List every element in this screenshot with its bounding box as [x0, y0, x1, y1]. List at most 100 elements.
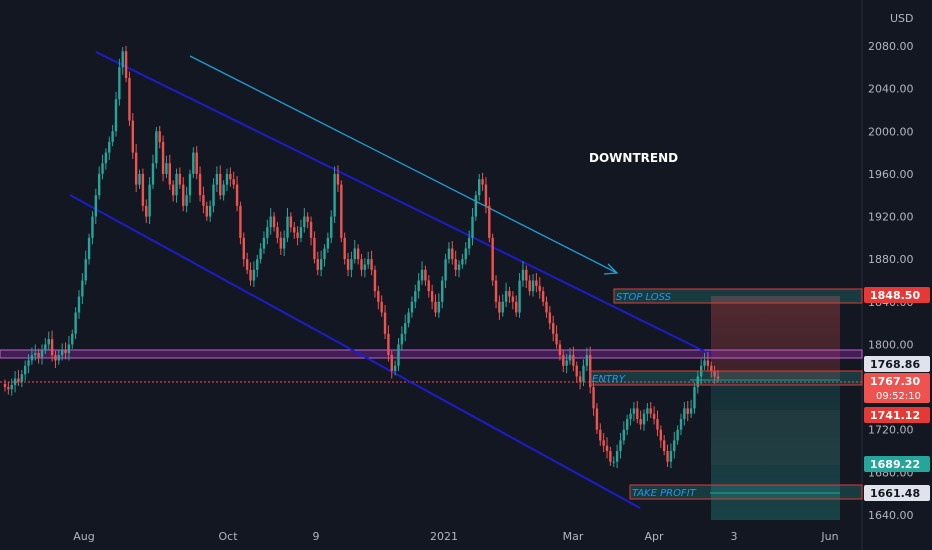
- candle: [343, 232, 346, 265]
- candle: [676, 425, 679, 445]
- candle: [625, 414, 629, 436]
- candle: [659, 425, 663, 448]
- candle: [175, 168, 178, 203]
- candle: [528, 275, 531, 296]
- stop-loss-label: STOP LOSS: [616, 292, 672, 303]
- price-label-current: 1767.30 09:52:10: [864, 373, 930, 403]
- candle: [192, 147, 195, 179]
- candle: [145, 199, 148, 223]
- stop-loss-box[interactable]: STOP LOSS: [613, 288, 863, 304]
- candle: [74, 307, 77, 340]
- support-band[interactable]: [0, 349, 863, 359]
- candle: [642, 409, 646, 431]
- candle: [60, 343, 64, 361]
- candle: [404, 314, 407, 342]
- x-tick-label: 2021: [430, 530, 458, 543]
- candle: [535, 273, 538, 293]
- candle: [266, 219, 269, 245]
- candle: [195, 146, 198, 180]
- entry-box[interactable]: ENTRY: [589, 370, 863, 386]
- candle: [548, 306, 552, 330]
- candle: [356, 244, 360, 265]
- x-tick-label: Aug: [73, 530, 94, 543]
- candle: [488, 197, 491, 243]
- candle: [498, 295, 501, 320]
- channel-upper-line[interactable]: [95, 51, 713, 356]
- candle: [121, 47, 124, 75]
- candle: [478, 173, 481, 201]
- candle: [380, 295, 383, 317]
- candle: [188, 169, 192, 203]
- y-tick-label: 1960.00: [868, 168, 914, 181]
- candle: [430, 284, 434, 310]
- candle: [212, 178, 215, 213]
- candle: [397, 338, 400, 372]
- candle: [454, 250, 457, 277]
- candle: [101, 154, 104, 180]
- candle: [481, 172, 484, 191]
- candle: [370, 250, 373, 276]
- candle: [710, 361, 713, 378]
- candle: [37, 348, 40, 364]
- candle: [467, 230, 471, 255]
- candle: [605, 437, 609, 459]
- candle: [313, 231, 316, 264]
- candle: [286, 208, 289, 243]
- candle: [20, 370, 24, 388]
- time-axis[interactable]: Aug Oct 9 2021 Mar Apr 3 Jun: [73, 530, 838, 543]
- candle: [165, 155, 168, 179]
- candle: [71, 329, 74, 349]
- candle: [504, 282, 508, 308]
- position-tool[interactable]: [711, 296, 840, 520]
- candle: [693, 382, 696, 414]
- candle: [552, 315, 555, 342]
- candle: [155, 127, 158, 169]
- candle: [178, 167, 182, 189]
- price-label-value: 1767.30: [870, 375, 920, 388]
- x-tick-label: Mar: [563, 530, 584, 543]
- price-label-stop: 1848.50: [864, 287, 930, 303]
- candle: [276, 221, 279, 244]
- candle: [215, 166, 219, 193]
- profit-zone: [711, 385, 840, 520]
- candle: [441, 276, 444, 309]
- y-tick-label: 2040.00: [868, 83, 914, 96]
- candle: [262, 231, 266, 254]
- candle: [168, 154, 171, 190]
- candle: [3, 379, 7, 392]
- candle: [582, 359, 585, 387]
- candle: [171, 180, 175, 202]
- candle: [128, 71, 131, 126]
- candle: [131, 113, 135, 159]
- candle: [299, 219, 303, 243]
- price-label-value: 1689.22: [870, 458, 920, 471]
- candle: [578, 371, 582, 390]
- candle: [316, 251, 319, 276]
- candle: [461, 253, 464, 269]
- candle: [134, 144, 138, 193]
- downtrend-arrow[interactable]: [189, 55, 619, 275]
- candle: [222, 180, 225, 201]
- price-label-value: 1768.86: [870, 358, 920, 371]
- candle: [666, 444, 669, 468]
- take-profit-box[interactable]: TAKE PROFIT: [629, 484, 863, 500]
- candle: [30, 347, 34, 365]
- channel-lower-line[interactable]: [69, 194, 641, 509]
- candle: [515, 295, 518, 317]
- candle: [592, 382, 595, 416]
- candle: [232, 171, 235, 189]
- candle: [424, 265, 427, 286]
- candle: [346, 252, 350, 277]
- candle: [23, 360, 27, 381]
- candle: [319, 250, 323, 277]
- candle: [336, 165, 340, 193]
- candle: [619, 432, 622, 459]
- candle: [652, 406, 656, 425]
- candle: [182, 177, 185, 212]
- candle: [494, 275, 498, 309]
- candle: [383, 305, 387, 340]
- candle: [451, 241, 454, 265]
- candle: [706, 351, 710, 372]
- candle: [208, 200, 212, 222]
